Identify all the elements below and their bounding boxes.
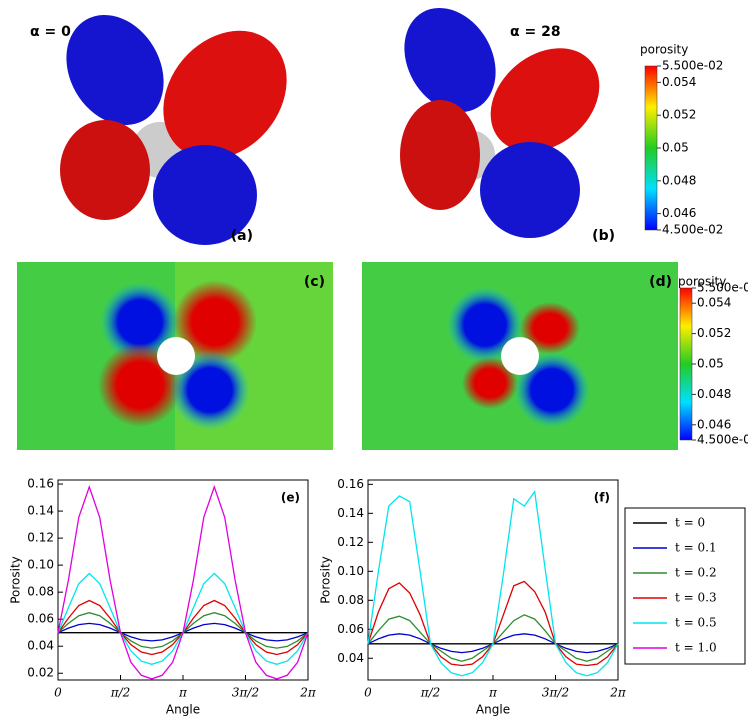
x-axis-label: Angle [166,703,200,717]
y-tick-label: 0.02 [27,666,54,680]
colorbar-tick-label: 5.500e-02 [697,281,748,295]
y-axis-label: Porosity [319,556,333,604]
colorbar [644,65,658,231]
legend-label: t = 0.3 [675,591,717,605]
y-tick-label: 0.10 [337,564,364,578]
alpha-label: α = 28 [510,24,561,40]
x-tick-label: 3π/2 [232,686,259,700]
series-line [367,580,619,667]
x-tick-label: 0 [54,686,62,700]
colorbar-tick-label: 0.046 [697,417,731,431]
y-tick-label: 0.04 [27,639,54,653]
legend-label: t = 0.2 [675,566,717,580]
colorbar-tick-label: 5.500e-02 [662,59,723,73]
colorbar-tick-label: 0.05 [697,357,724,371]
heatmap-c [17,262,333,450]
x-tick-label: π/2 [420,686,441,700]
colorbar-tick-label: 4.500e-02 [697,433,748,447]
y-tick-label: 0.12 [337,535,364,549]
colorbar-tick-label: 0.054 [662,75,696,89]
y-tick-label: 0.14 [27,504,54,518]
colorbar-tick-label: 0.048 [697,387,731,401]
colorbar-tick-label: 4.500e-02 [662,223,723,237]
legend-label: t = 0 [675,516,705,530]
series-line [57,484,309,680]
colorbar [679,287,693,441]
x-tick-label: 0 [364,686,372,700]
panel-label: (e) [281,491,300,505]
x-tick-label: 2π [609,686,627,700]
legend-label: t = 0.1 [675,541,717,555]
render-a [60,14,287,245]
series-line [57,599,309,656]
panel-label: (d) [649,274,672,290]
x-tick-label: 3π/2 [542,686,569,700]
x-tick-label: π/2 [110,686,131,700]
series-line [367,489,619,677]
render-b [400,7,600,238]
legend-label: t = 1.0 [675,641,717,655]
x-axis-label: Angle [476,703,510,717]
y-tick-label: 0.06 [27,612,54,626]
y-tick-label: 0.14 [337,506,364,520]
colorbar-tick-label: 0.048 [662,173,696,187]
series-line [57,572,309,665]
y-tick-label: 0.12 [27,531,54,545]
x-tick-label: π [178,686,188,700]
y-tick-label: 0.08 [27,585,54,599]
y-tick-label: 0.08 [337,593,364,607]
legend-label: t = 0.5 [675,616,717,630]
y-tick-label: 0.16 [27,477,54,491]
colorbar-tick-label: 0.052 [662,108,696,122]
series-line [367,614,619,662]
colorbar-tick-label: 0.046 [662,206,696,220]
panel-label: (f) [594,491,610,505]
panel-label: (a) [231,228,253,244]
y-tick-label: 0.06 [337,622,364,636]
colorbar-title: porosity [678,275,726,289]
alpha-label: α = 0 [30,24,71,40]
plot-frame [367,479,619,681]
y-tick-label: 0.16 [337,477,364,491]
x-tick-label: 2π [299,686,317,700]
panel-label: (c) [304,274,325,290]
x-tick-label: π [488,686,498,700]
y-tick-label: 0.10 [27,558,54,572]
legend-box [624,507,746,665]
colorbar-title: porosity [640,43,688,57]
colorbar-tick-label: 0.054 [697,296,731,310]
y-tick-label: 0.04 [337,651,364,665]
y-axis-label: Porosity [9,556,23,604]
heatmap-d [362,262,678,450]
colorbar-tick-label: 0.05 [662,141,689,155]
colorbar-tick-label: 0.052 [697,326,731,340]
panel-label: (b) [592,228,615,244]
